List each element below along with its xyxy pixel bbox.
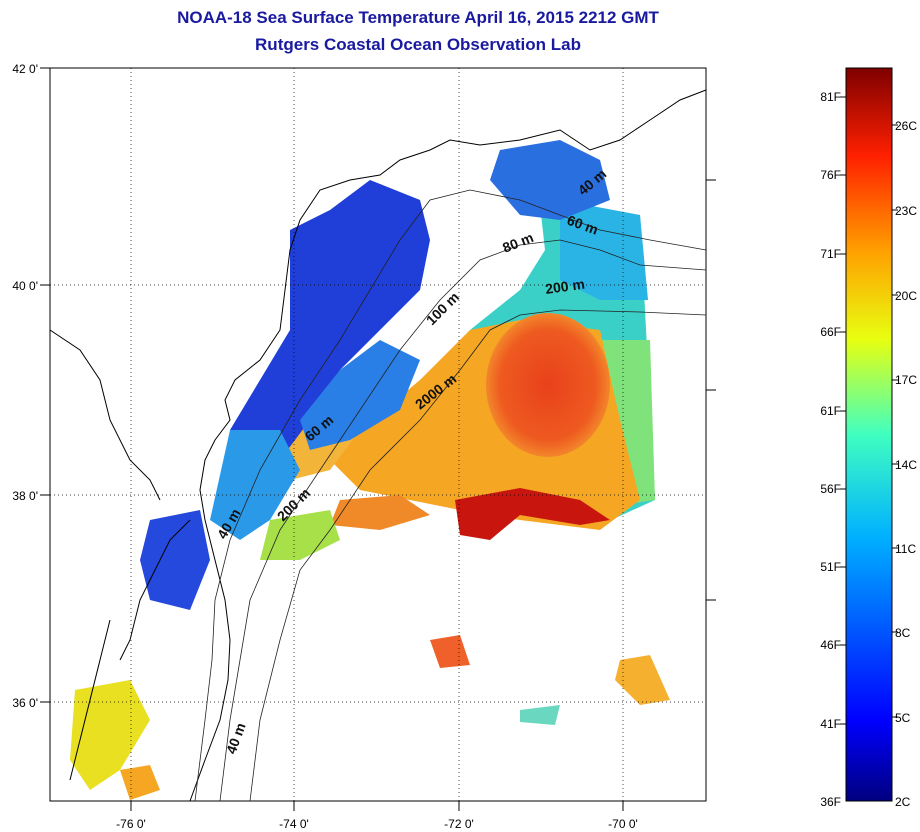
colorbar-f-label: 41F [820,717,841,731]
lon-tick-label: -72 0' [444,817,474,831]
lat-tick-label: 40 0' [12,279,38,293]
colorbar-f-label: 61F [820,404,841,418]
lon-tick-label: -74 0' [279,817,309,831]
colorbar-c-label: 17C [895,373,917,387]
colorbar-f-label: 36F [820,795,841,809]
colorbar-c-label: 23C [895,204,917,218]
lat-tick-label: 38 0' [12,489,38,503]
colorbar-f-labels: 81F 76F 71F 66F 61F 56F 51F 46F 41F 36F [820,90,841,809]
graticule [50,68,706,801]
cold-shelf-water [230,180,430,470]
colorbar-c-label: 2C [895,795,911,809]
colorbar-f-label: 71F [820,247,841,261]
colorbar-c-label: 14C [895,458,917,472]
sst-field [70,140,670,800]
colorbar-f-label: 46F [820,638,841,652]
map-title: NOAA-18 Sea Surface Temperature April 16… [177,8,659,27]
hot-filament [455,488,610,540]
lon-tick-label: -70 0' [608,817,638,831]
lat-tick-label: 36 0' [12,696,38,710]
colorbar-c-label: 5C [895,711,911,725]
colorbar-c-label: 20C [895,289,917,303]
colorbar-f-label: 76F [820,168,841,182]
lat-tick-label: 42 0' [12,62,38,76]
map-subtitle: Rutgers Coastal Ocean Observation Lab [255,35,581,54]
colorbar-ticks [840,96,898,725]
colorbar-c-label: 26C [895,119,917,133]
isobath-label: 200 m [544,276,586,297]
lon-tick-label: -76 0' [116,817,146,831]
colorbar-f-label: 56F [820,482,841,496]
colorbar-c-label: 8C [895,626,911,640]
frame-ticks [40,67,716,811]
lon-labels: -76 0' -74 0' -72 0' -70 0' [116,817,638,831]
lat-labels: 42 0' 40 0' 38 0' 36 0' [12,62,38,710]
colorbar-c-label: 11C [895,542,916,556]
colorbar-c-labels: 26C 23C 20C 17C 14C 11C 8C 5C 2C [895,119,917,809]
colorbar-f-label: 81F [820,90,841,104]
isobath-lines [194,189,707,802]
colorbar [845,67,893,802]
colorbar-f-label: 66F [820,325,841,339]
warm-core-eddy [486,313,610,457]
coastline [49,89,707,802]
colorbar-f-label: 51F [820,560,841,574]
